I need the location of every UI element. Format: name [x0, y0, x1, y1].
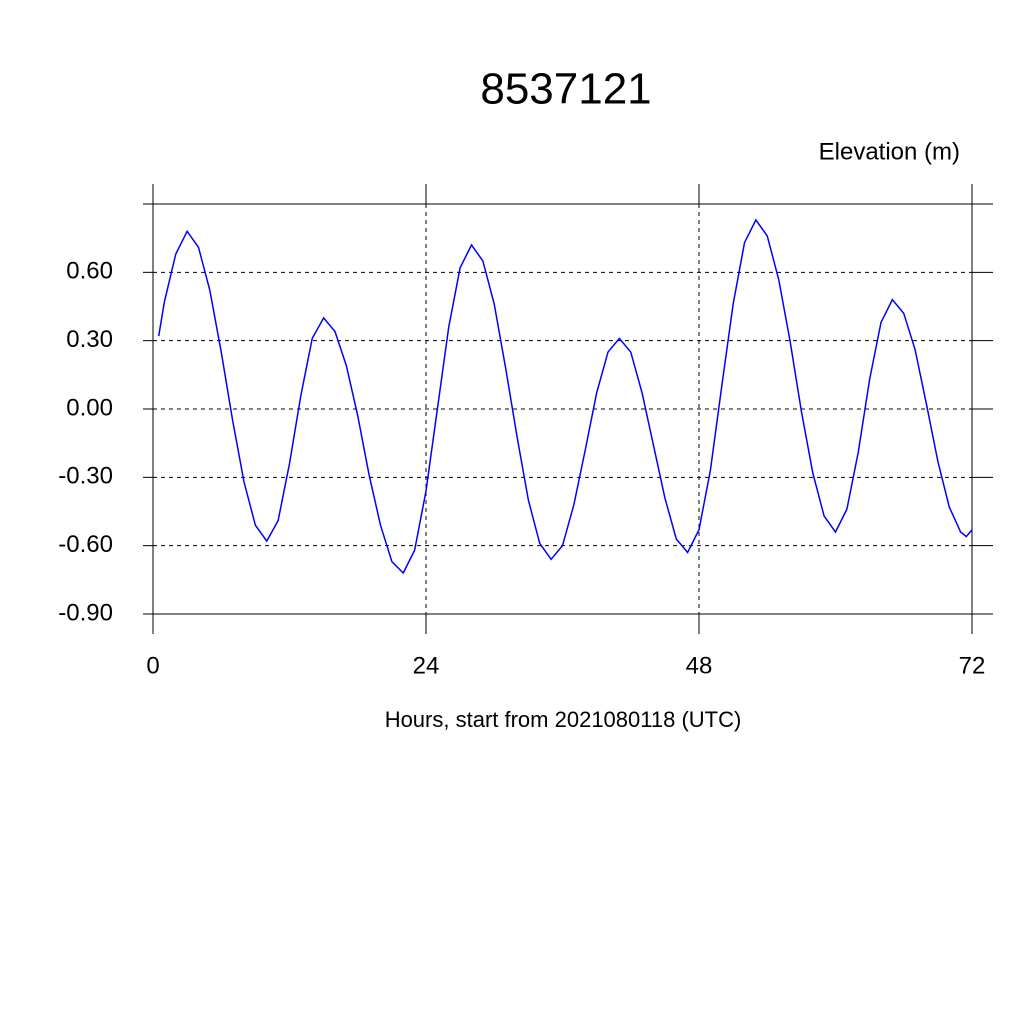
- chart-title: 8537121: [480, 65, 651, 114]
- x-tick-label: 72: [959, 652, 986, 679]
- x-axis-label: Hours, start from 2021080118 (UTC): [385, 707, 742, 732]
- y-tick-label: -0.30: [58, 463, 113, 490]
- y-tick-label: 0.30: [66, 326, 113, 353]
- y-tick-label: 0.00: [66, 394, 113, 421]
- y-tick-label: -0.90: [58, 599, 113, 626]
- data-line: [157, 218, 973, 575]
- x-tick-label: 24: [413, 652, 440, 679]
- x-tick-label: 48: [686, 652, 713, 679]
- y-tick-label: -0.60: [58, 531, 113, 558]
- x-tick-label: 0: [146, 652, 159, 679]
- y-axis-label: Elevation (m): [819, 138, 960, 165]
- y-tick-label: 0.60: [66, 258, 113, 285]
